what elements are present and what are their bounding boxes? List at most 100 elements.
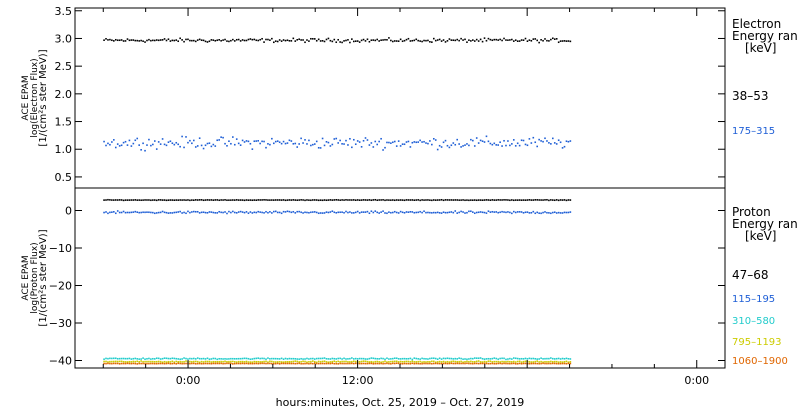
data-point: [122, 141, 125, 144]
data-point: [228, 40, 230, 43]
data-point: [288, 362, 291, 365]
data-point: [177, 143, 180, 146]
data-point: [345, 358, 347, 360]
data-point: [370, 357, 373, 359]
data-point: [183, 357, 185, 359]
data-point: [243, 357, 246, 360]
data-point: [386, 357, 388, 360]
data-point: [526, 144, 529, 147]
data-point: [175, 357, 178, 360]
data-point: [315, 199, 318, 201]
data-point: [409, 361, 412, 363]
data-point: [208, 142, 211, 144]
data-point: [559, 362, 562, 365]
data-point: [415, 361, 418, 363]
data-point: [466, 360, 468, 363]
data-point: [138, 144, 140, 146]
data-point: [302, 199, 304, 201]
data-point: [198, 38, 201, 41]
data-point: [292, 37, 295, 40]
data-point: [261, 37, 263, 40]
legend-title: Proton Energy ran [keV]: [732, 205, 798, 243]
data-point: [388, 141, 390, 144]
data-point: [312, 143, 314, 146]
data-point: [327, 141, 330, 144]
data-point: [409, 199, 412, 201]
data-point: [491, 357, 494, 360]
data-point: [109, 357, 111, 360]
data-point: [335, 41, 338, 44]
data-point: [128, 360, 131, 363]
data-point: [405, 211, 408, 213]
data-point: [436, 39, 439, 41]
y-tick-label: 2.5: [55, 60, 73, 73]
data-point: [427, 199, 429, 201]
data-point: [259, 38, 261, 41]
legend-entry: 1060–1900: [732, 356, 788, 367]
data-point: [415, 38, 418, 41]
data-point: [321, 40, 324, 42]
data-point: [347, 39, 349, 41]
data-point: [352, 358, 355, 360]
data-point: [397, 212, 400, 214]
data-point: [212, 211, 215, 214]
data-point: [198, 212, 201, 214]
data-point: [514, 145, 517, 147]
data-point: [446, 40, 449, 42]
data-point: [194, 199, 197, 201]
data-point: [380, 357, 382, 360]
data-point: [224, 211, 226, 213]
data-point: [150, 362, 152, 365]
data-point: [444, 361, 447, 363]
data-point: [425, 358, 427, 360]
data-point: [388, 361, 390, 363]
y-tick-label: 1.5: [55, 116, 73, 129]
data-point: [501, 210, 503, 213]
data-point: [522, 39, 525, 41]
data-point: [460, 146, 462, 148]
data-point: [103, 362, 105, 365]
data-point: [550, 212, 552, 215]
data-point: [146, 144, 148, 146]
data-point: [179, 199, 181, 201]
data-point: [540, 360, 542, 363]
data-point: [165, 211, 168, 214]
data-point: [546, 361, 548, 363]
data-point: [222, 362, 224, 365]
data-point: [358, 362, 361, 365]
data-point: [489, 142, 492, 145]
data-point: [452, 362, 455, 365]
data-point: [550, 362, 552, 365]
data-point: [142, 360, 144, 363]
data-point: [280, 40, 283, 42]
data-point: [354, 357, 357, 360]
data-point: [290, 357, 293, 360]
data-point: [276, 140, 279, 142]
data-point: [534, 141, 537, 144]
data-point: [152, 199, 154, 201]
data-point: [284, 361, 287, 363]
y-tick-label: 0.5: [55, 171, 73, 184]
data-point: [514, 211, 517, 214]
data-point: [440, 146, 443, 148]
data-point: [569, 360, 572, 363]
data-point: [509, 211, 511, 214]
data-point: [514, 199, 517, 201]
data-point: [444, 199, 447, 201]
data-point: [351, 360, 353, 363]
data-point: [349, 199, 351, 201]
data-point: [327, 37, 330, 40]
data-point: [114, 146, 117, 149]
data-point: [548, 362, 550, 365]
data-point: [378, 358, 380, 360]
data-point: [434, 361, 437, 364]
data-point: [302, 142, 304, 144]
data-point: [425, 199, 427, 201]
data-point: [372, 361, 375, 363]
data-point: [555, 357, 558, 360]
data-point: [157, 362, 160, 365]
data-point: [411, 39, 414, 42]
data-point: [315, 357, 318, 360]
data-point: [282, 361, 285, 363]
data-point: [370, 210, 373, 213]
